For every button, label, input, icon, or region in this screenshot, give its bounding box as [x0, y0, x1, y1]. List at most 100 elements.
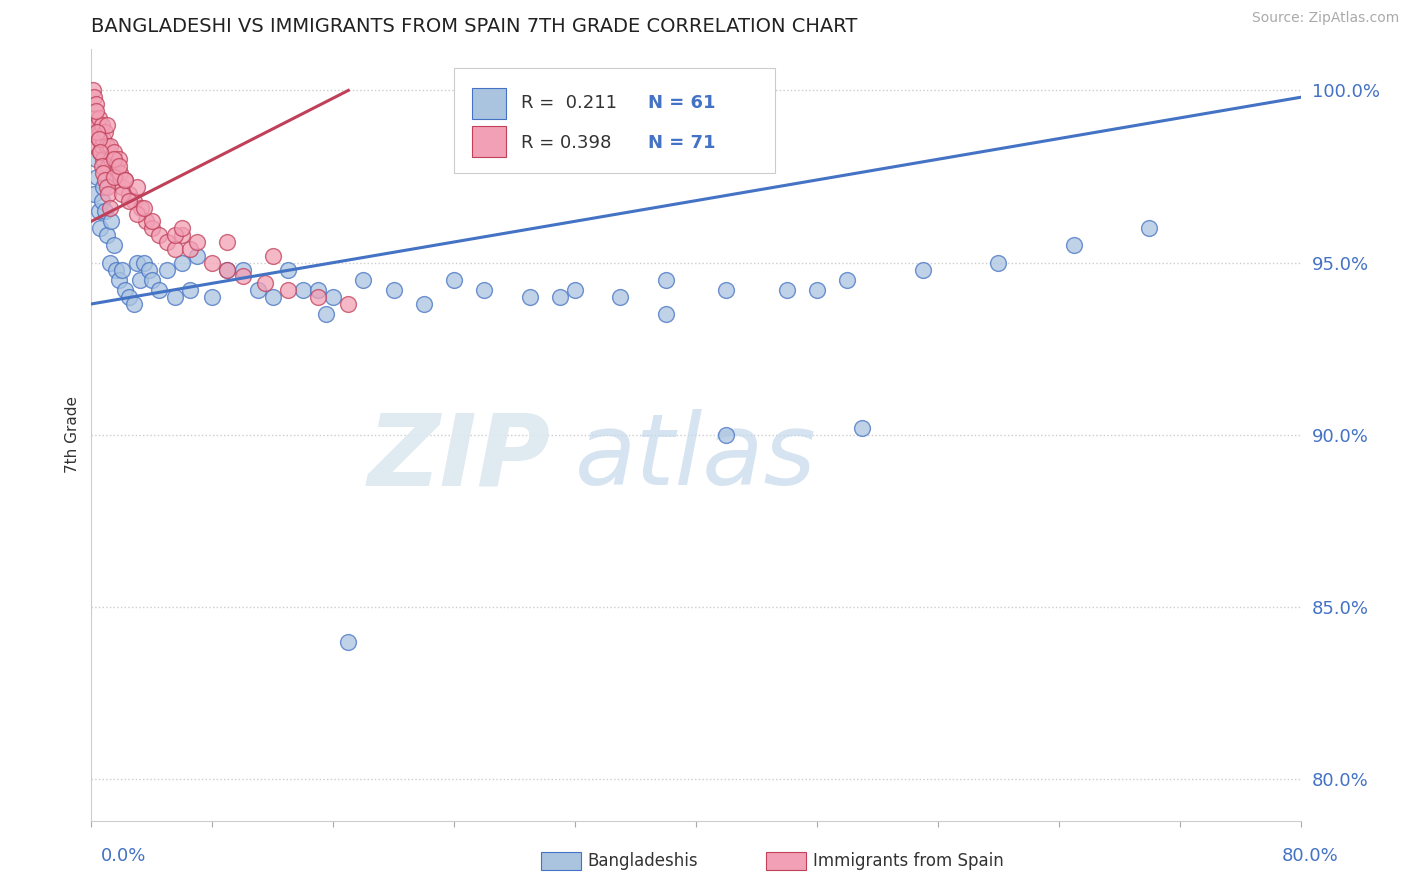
Point	[548, 290, 571, 304]
Point	[122, 297, 145, 311]
Point	[101, 166, 124, 180]
Point	[94, 203, 117, 218]
Point	[114, 283, 136, 297]
Point	[141, 273, 163, 287]
Point	[472, 283, 495, 297]
Point	[91, 118, 114, 132]
Point	[96, 179, 118, 194]
Point	[93, 153, 115, 167]
Point	[96, 138, 118, 153]
Point	[1139, 221, 1161, 235]
Point	[87, 131, 110, 145]
Point	[104, 159, 127, 173]
Point	[714, 427, 737, 442]
Point	[186, 235, 208, 249]
Point	[163, 242, 186, 256]
Point	[231, 269, 253, 284]
Text: 0.0%: 0.0%	[101, 847, 146, 864]
Point	[337, 634, 360, 648]
FancyBboxPatch shape	[472, 127, 506, 157]
Point	[128, 273, 150, 287]
Point	[443, 273, 465, 287]
Text: N = 61: N = 61	[648, 94, 716, 112]
Text: R = 0.398: R = 0.398	[520, 134, 612, 153]
Point	[141, 221, 163, 235]
Point	[89, 145, 111, 160]
Point	[94, 125, 117, 139]
Point	[87, 111, 110, 125]
Point	[98, 201, 121, 215]
Point	[103, 145, 125, 160]
Point	[91, 194, 114, 208]
Point	[307, 290, 329, 304]
Point	[179, 242, 201, 256]
Y-axis label: 7th Grade: 7th Grade	[65, 396, 80, 474]
Point	[82, 83, 104, 97]
Point	[96, 118, 118, 132]
Point	[103, 238, 125, 252]
Point	[107, 153, 129, 167]
Point	[217, 235, 239, 249]
Point	[118, 186, 141, 201]
Point	[125, 255, 148, 269]
Point	[231, 262, 253, 277]
Point	[172, 228, 194, 243]
Point	[138, 262, 160, 277]
Point	[98, 255, 121, 269]
Text: 80.0%: 80.0%	[1282, 847, 1339, 864]
Point	[97, 186, 120, 201]
Point	[262, 249, 284, 263]
Point	[148, 228, 170, 243]
Point	[292, 283, 315, 297]
Point	[87, 203, 110, 218]
Point	[84, 125, 107, 139]
Point	[93, 166, 115, 180]
Point	[987, 255, 1010, 269]
Point	[111, 262, 132, 277]
Point	[107, 273, 129, 287]
Point	[97, 159, 120, 173]
Point	[87, 131, 110, 145]
Point	[382, 283, 405, 297]
Point	[179, 283, 201, 297]
Point	[141, 214, 163, 228]
Point	[172, 255, 194, 269]
Point	[654, 273, 676, 287]
Point	[835, 273, 858, 287]
Text: R =  0.211: R = 0.211	[520, 94, 617, 112]
Point	[315, 307, 337, 321]
Point	[89, 221, 111, 235]
Point	[776, 283, 799, 297]
Point	[89, 145, 111, 160]
Point	[93, 131, 115, 145]
Text: Source: ZipAtlas.com: Source: ZipAtlas.com	[1251, 11, 1399, 25]
Point	[246, 283, 269, 297]
Point	[911, 262, 934, 277]
Point	[93, 179, 115, 194]
Point	[186, 249, 208, 263]
Point	[352, 273, 374, 287]
Point	[118, 194, 141, 208]
Point	[98, 138, 121, 153]
Point	[172, 221, 194, 235]
Point	[86, 118, 108, 132]
Point	[277, 262, 299, 277]
Text: ZIP: ZIP	[368, 409, 551, 507]
Point	[806, 283, 828, 297]
Point	[105, 173, 128, 187]
Point	[83, 111, 105, 125]
Point	[163, 228, 186, 243]
FancyBboxPatch shape	[454, 69, 775, 172]
Point	[100, 214, 122, 228]
Point	[262, 290, 284, 304]
Point	[277, 283, 299, 297]
Point	[103, 169, 125, 184]
Point	[94, 173, 117, 187]
Point	[114, 173, 136, 187]
Point	[201, 255, 224, 269]
Point	[125, 179, 148, 194]
Point	[609, 290, 631, 304]
Point	[254, 277, 277, 291]
Point	[84, 97, 107, 112]
Point	[564, 283, 586, 297]
